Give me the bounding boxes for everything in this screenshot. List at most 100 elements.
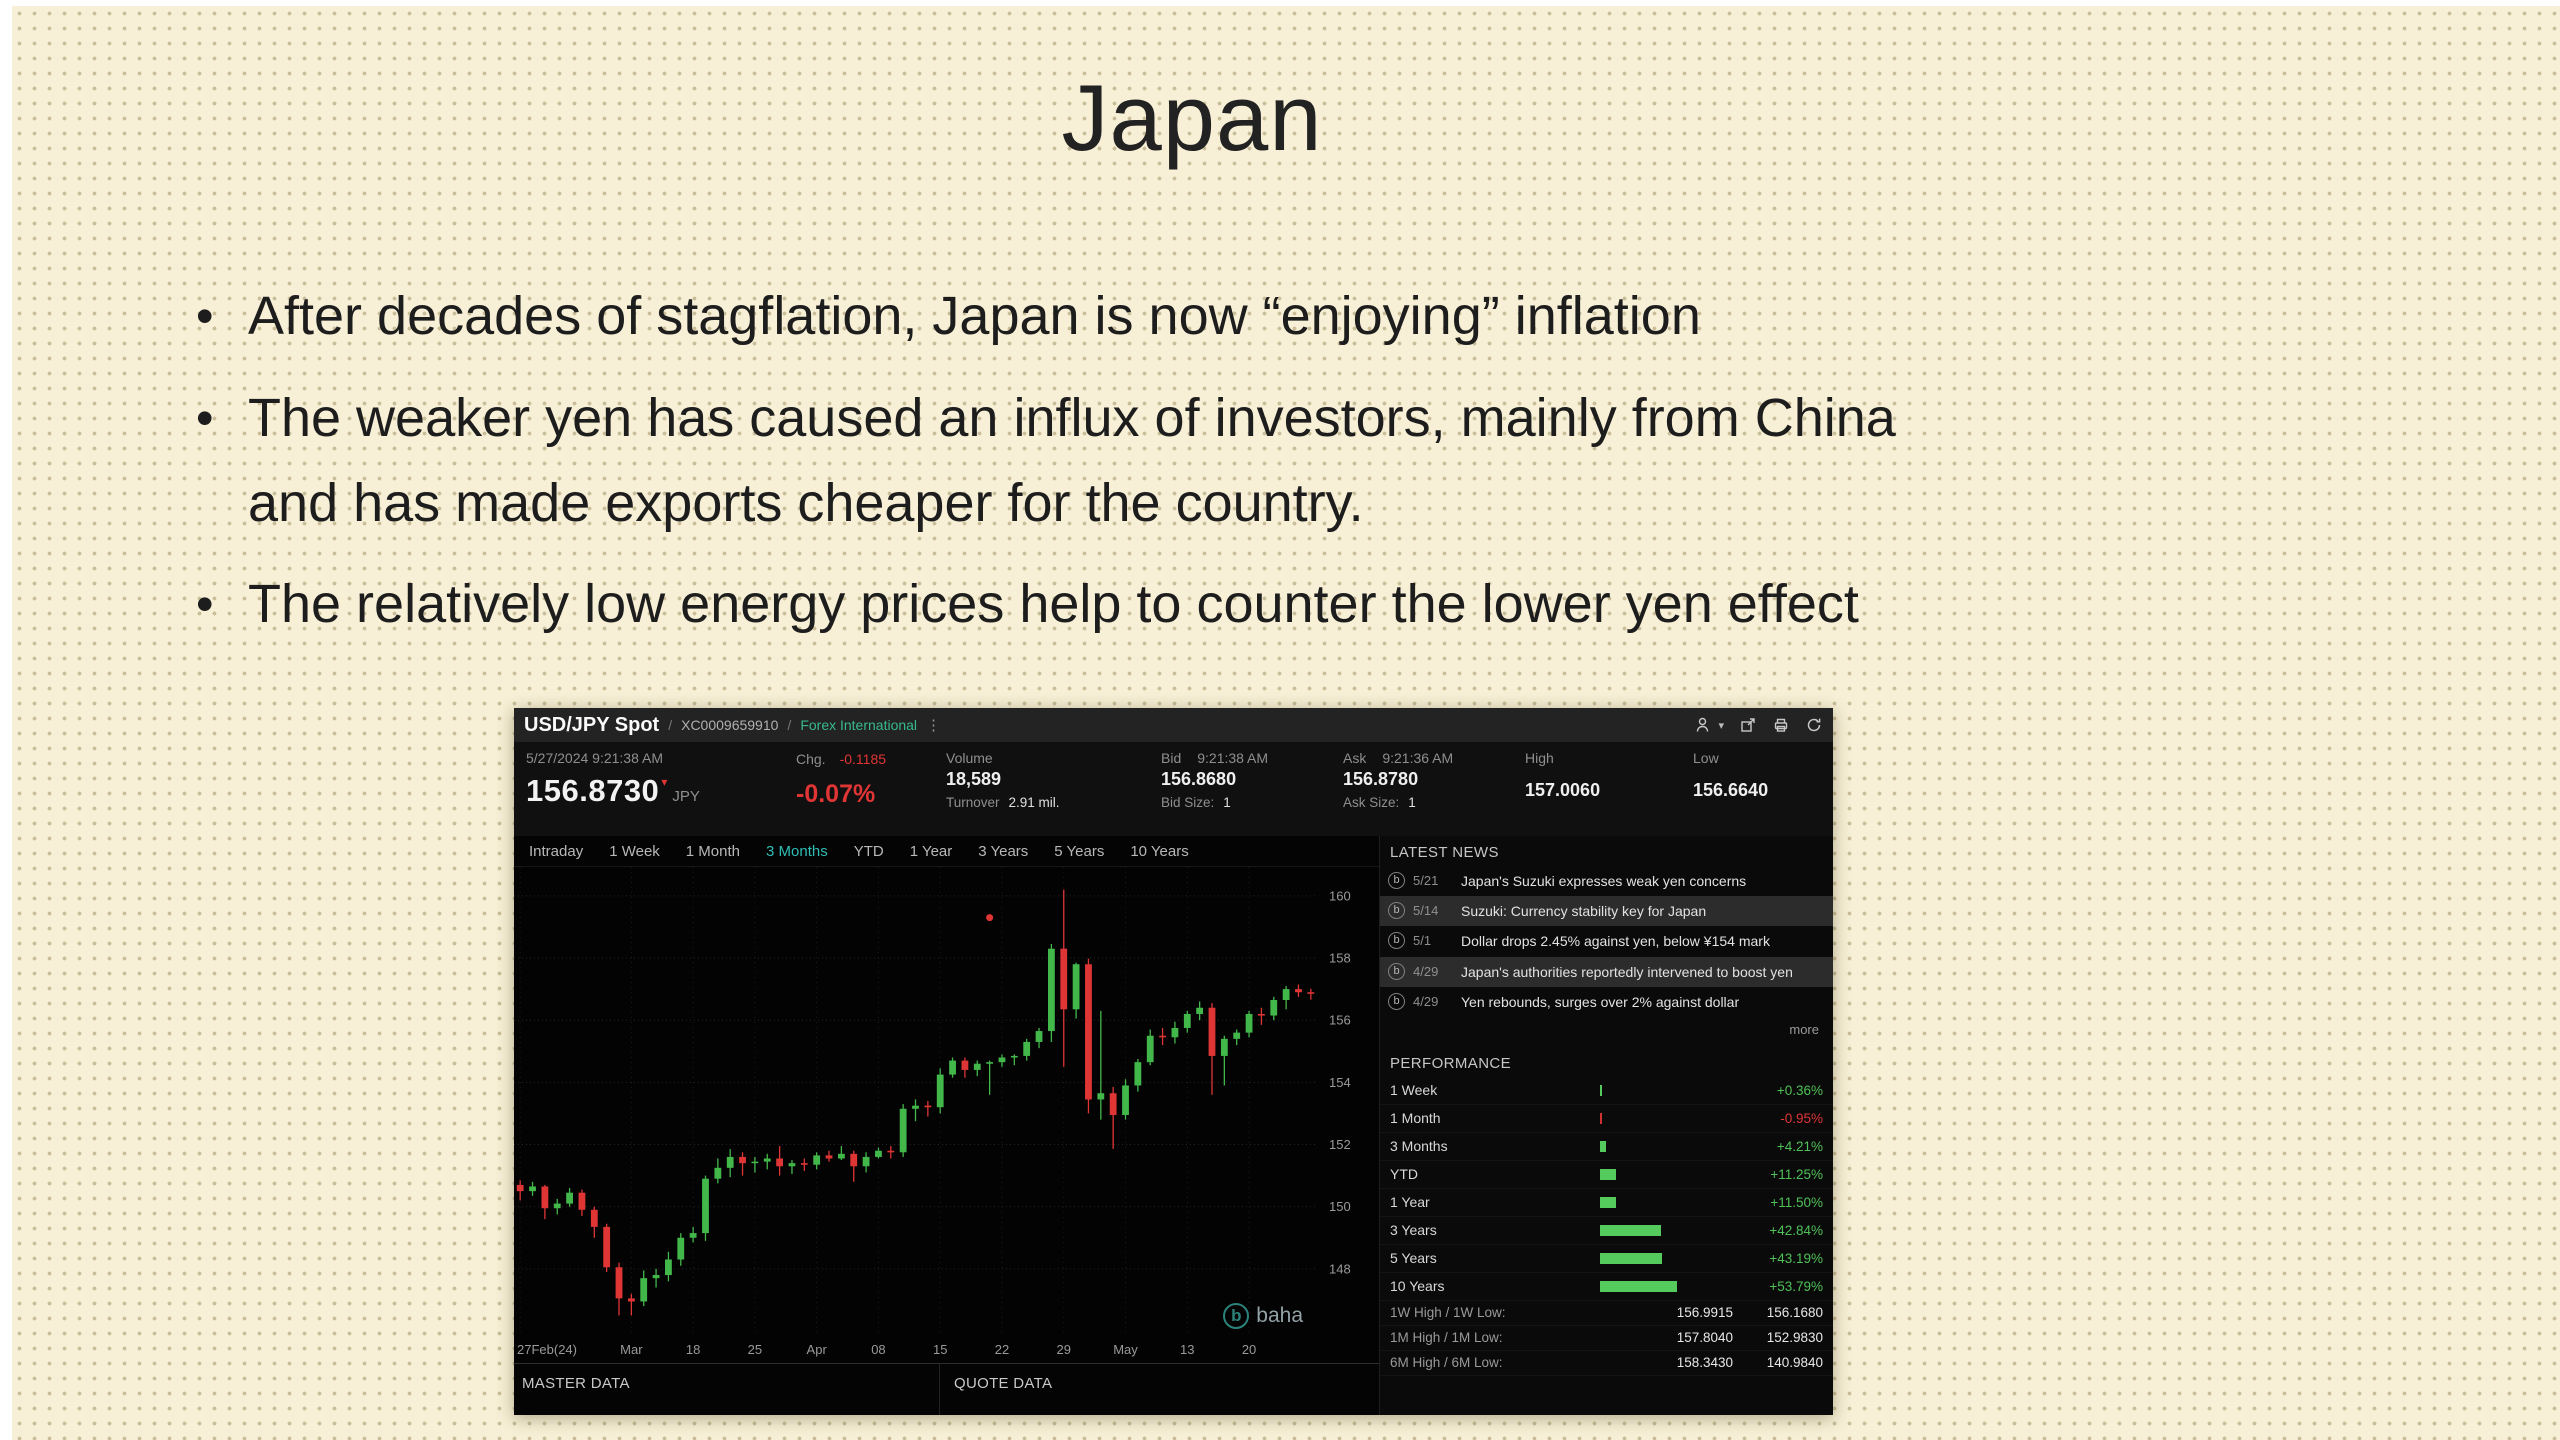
performance-row: 1 Week +0.36%	[1380, 1077, 1833, 1105]
range-tab-1-year[interactable]: 1 Year	[909, 842, 953, 860]
baha-logo: b baha	[1223, 1303, 1303, 1329]
performance-period-label: YTD	[1390, 1166, 1418, 1183]
highlow-low-value: 140.9840	[1766, 1355, 1823, 1371]
chart-x-tick: May	[1113, 1342, 1138, 1357]
news-more-link[interactable]: more	[1789, 1021, 1819, 1037]
quote-data-header: QUOTE DATA	[939, 1364, 1379, 1415]
volume-value: 18,589	[946, 769, 1002, 789]
bullet-glyph: •	[196, 576, 214, 633]
bullet-text: The relatively low energy prices help to…	[248, 562, 1859, 647]
instrument-name: USD/JPY Spot	[524, 713, 660, 736]
highlow-low-value: 152.9830	[1766, 1330, 1823, 1346]
bullet-item: • The relatively low energy prices help t…	[196, 562, 1896, 647]
performance-bar	[1600, 1084, 1602, 1096]
highlow-label: 1M High / 1M Low:	[1390, 1330, 1503, 1346]
quote-info-bar: 5/27/2024 9:21:38 AM 156.8730 ▾ JPY Chg.…	[514, 742, 1833, 836]
bid-column: Bid 9:21:38 AM 156.8680 Bid Size: 1	[1161, 750, 1343, 836]
range-tab-3-months[interactable]: 3 Months	[766, 842, 828, 860]
chart-x-tick: 27Feb(24)	[517, 1342, 577, 1357]
range-tab-10-years[interactable]: 10 Years	[1130, 842, 1189, 860]
performance-value: +11.25%	[1770, 1166, 1823, 1182]
separator: /	[668, 717, 673, 733]
news-item[interactable]: b 4/29 Yen rebounds, surges over 2% agains…	[1380, 987, 1833, 1017]
performance-bar	[1600, 1168, 1617, 1180]
highlow-high-value: 156.9915	[1676, 1305, 1733, 1321]
news-source-icon: b	[1388, 932, 1405, 950]
news-source-icon: b	[1388, 902, 1405, 920]
chart-x-tick: 13	[1180, 1342, 1195, 1357]
svg-text:148: 148	[1329, 1261, 1351, 1276]
data-sections: MASTER DATA QUOTE DATA	[514, 1363, 1379, 1415]
export-icon[interactable]	[1739, 716, 1757, 734]
news-item[interactable]: b 5/1 Dollar drops 2.45% against yen, belo…	[1380, 926, 1833, 956]
performance-bar-zone	[1600, 1280, 1739, 1292]
print-icon[interactable]	[1772, 716, 1790, 734]
bid-label: Bid	[1161, 750, 1182, 766]
highlow-row: 1W High / 1W Low: 156.9915 156.1680	[1380, 1301, 1833, 1326]
svg-text:160: 160	[1329, 888, 1351, 903]
bullet-line: The relatively low energy prices help to…	[248, 574, 1859, 635]
low-label: Low	[1693, 750, 1719, 766]
news-item[interactable]: b 5/14 Suzuki: Currency stability key for …	[1380, 896, 1833, 927]
right-panel: LATEST NEWS b 5/21 Japan's Suzuki expresse…	[1379, 836, 1833, 1415]
last-price: 156.8730	[526, 773, 660, 808]
latest-news-header: LATEST NEWS	[1390, 844, 1499, 861]
news-date: 4/29	[1413, 993, 1439, 1009]
performance-bar	[1600, 1252, 1662, 1264]
range-tab-1-week[interactable]: 1 Week	[609, 842, 660, 860]
chart-x-tick: 25	[747, 1342, 763, 1357]
low-value: 156.6640	[1693, 780, 1769, 800]
range-tab-5-years[interactable]: 5 Years	[1054, 842, 1105, 860]
performance-bar-zone	[1600, 1140, 1739, 1152]
news-item[interactable]: b 5/21 Japan's Suzuki expresses weak yen c…	[1380, 866, 1833, 896]
svg-text:156: 156	[1329, 1013, 1351, 1028]
refresh-icon[interactable]	[1805, 716, 1823, 734]
range-tab-intraday[interactable]: Intraday	[529, 842, 584, 860]
performance-period-label: 1 Month	[1390, 1110, 1441, 1127]
performance-period-label: 1 Year	[1390, 1194, 1430, 1211]
svg-text:158: 158	[1329, 951, 1351, 966]
news-headline: Japan's Suzuki expresses weak yen concer…	[1461, 873, 1747, 889]
volume-label: Volume	[946, 750, 993, 766]
performance-value: +53.79%	[1769, 1278, 1823, 1294]
quote-timestamp: 5/27/2024 9:21:38 AM	[526, 750, 663, 766]
candlestick-chart[interactable]: 148 150 152 154 156 158 160 b baha	[514, 867, 1379, 1337]
bullet-item: • The weaker yen has caused an influx of …	[196, 376, 1896, 546]
presentation-slide: Japan • After decades of stagflation, Jap…	[12, 6, 2560, 1440]
news-item[interactable]: b 4/29 Japan's authorities reportedly inte…	[1380, 956, 1833, 987]
news-headline: Japan's authorities reportedly intervene…	[1461, 963, 1793, 980]
news-date: 5/21	[1413, 873, 1439, 888]
svg-text:150: 150	[1329, 1199, 1351, 1214]
titlebar-actions: ▾	[1695, 716, 1823, 734]
range-tab-ytd[interactable]: YTD	[853, 842, 884, 860]
page-title: Japan	[1061, 65, 1323, 170]
performance-value: +4.21%	[1776, 1138, 1823, 1154]
terminal-titlebar: USD/JPY Spot / XC0009659910 / Forex Inte…	[514, 708, 1833, 742]
market-menu-icon[interactable]: ⋮	[926, 717, 942, 734]
last-price-row: 156.8730 ▾ JPY	[526, 775, 796, 806]
instrument-isin: XC0009659910	[681, 717, 779, 733]
highlow-high-value: 157.8040	[1676, 1330, 1733, 1346]
chart-x-tick: Apr	[806, 1342, 827, 1357]
performance-value: +0.36%	[1776, 1082, 1823, 1098]
high-value: 157.0060	[1525, 780, 1601, 800]
performance-bar-zone	[1600, 1196, 1739, 1208]
svg-text:152: 152	[1329, 1137, 1351, 1152]
user-caret-icon[interactable]: ▾	[1718, 719, 1724, 732]
news-headline: Dollar drops 2.45% against yen, below ¥1…	[1461, 933, 1770, 950]
news-date: 4/29	[1413, 963, 1439, 979]
performance-bar-zone	[1600, 1084, 1739, 1096]
high-column: High 157.0060	[1525, 750, 1693, 836]
news-source-icon: b	[1388, 992, 1405, 1010]
highlow-row: 1M High / 1M Low: 157.8040 152.9830	[1380, 1326, 1833, 1351]
performance-bar-zone	[1600, 1252, 1739, 1264]
range-tab-3-years[interactable]: 3 Years	[978, 842, 1029, 860]
change-column: Chg. -0.1185 -0.07%	[796, 750, 946, 836]
bullet-line: and has made exports cheaper for the cou…	[248, 472, 1364, 533]
user-icon[interactable]	[1695, 716, 1713, 734]
market-link[interactable]: Forex International	[800, 717, 918, 733]
ask-size-value: 1	[1408, 795, 1416, 810]
highlow-row: 6M High / 6M Low: 158.3430 140.9840	[1380, 1351, 1833, 1376]
performance-bar	[1600, 1224, 1662, 1236]
range-tab-1-month[interactable]: 1 Month	[685, 842, 740, 860]
